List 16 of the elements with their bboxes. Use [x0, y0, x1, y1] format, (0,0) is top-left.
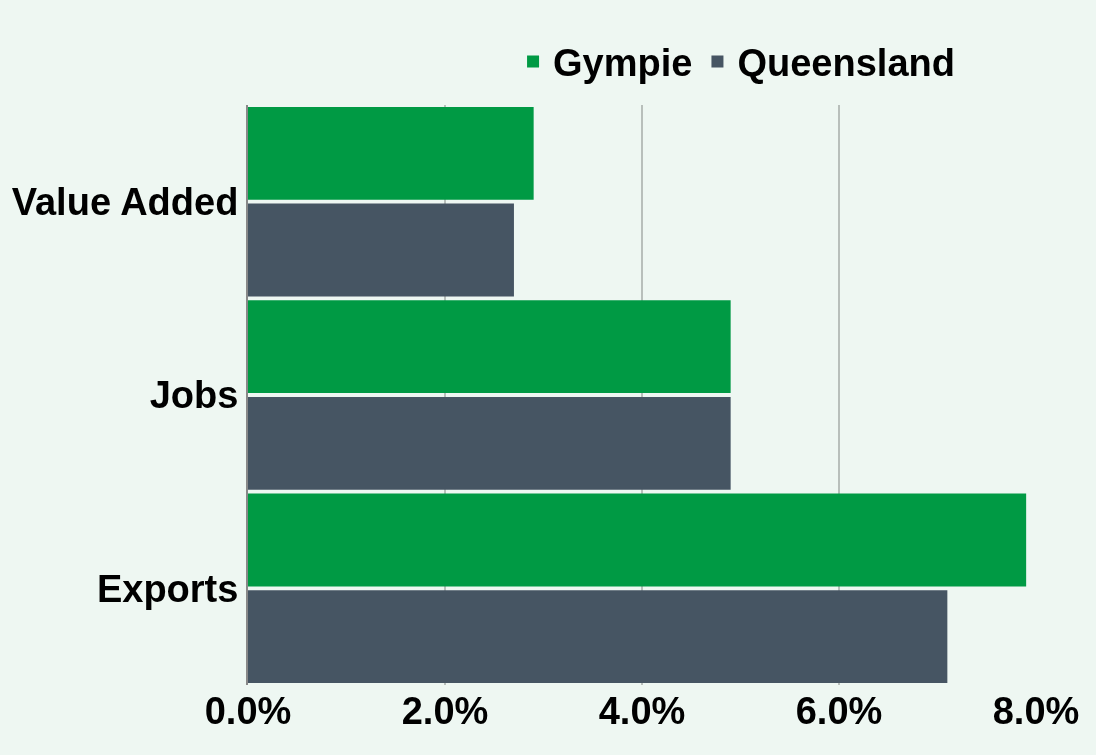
bar: [248, 106, 534, 200]
bar: [248, 590, 948, 684]
bar: [248, 203, 514, 297]
bar: [248, 396, 731, 490]
x-tick-label: 2.0%: [401, 690, 489, 732]
bar: [248, 300, 731, 394]
x-tick-label: 0.0%: [204, 690, 292, 732]
legend-label: Queensland: [737, 42, 955, 85]
x-tick-label: 4.0%: [598, 690, 686, 732]
y-tick-label: Jobs: [149, 374, 239, 417]
y-tick-label: Value Added: [11, 180, 239, 223]
legend-label: Gympie: [553, 42, 693, 85]
x-tick-label: 8.0%: [992, 690, 1080, 732]
bar: [248, 493, 1027, 587]
x-tick-label: 6.0%: [795, 690, 883, 732]
y-tick-label: Exports: [96, 567, 239, 610]
